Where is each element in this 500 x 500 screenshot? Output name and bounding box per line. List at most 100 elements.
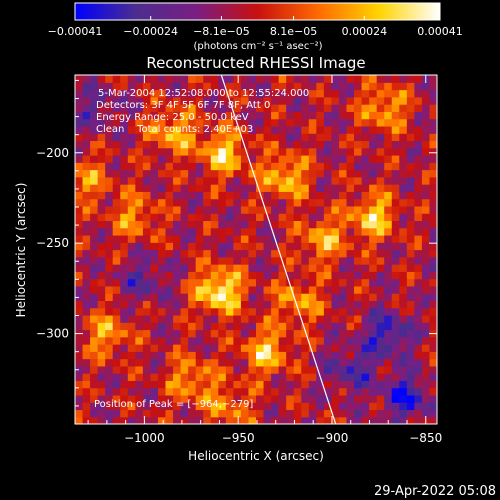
heatmap-cell	[369, 285, 378, 294]
heatmap-cell	[105, 220, 114, 229]
heatmap-cell	[256, 184, 265, 192]
heatmap-cell	[263, 307, 272, 316]
heatmap-cell	[399, 191, 408, 200]
heatmap-cell	[218, 380, 227, 389]
heatmap-cell	[97, 205, 106, 214]
heatmap-cell	[338, 264, 348, 272]
heatmap-cell	[376, 416, 385, 424]
heatmap-cell	[127, 314, 136, 323]
heatmap-cell	[112, 278, 121, 287]
heatmap-cell	[429, 198, 437, 207]
heatmap-cell	[271, 104, 280, 112]
heatmap-cell	[286, 249, 295, 258]
heatmap-cell	[414, 169, 423, 178]
heatmap-cell	[142, 351, 152, 360]
heatmap-cell	[97, 365, 106, 374]
heatmap-cell	[157, 220, 167, 229]
heatmap-cell	[90, 351, 99, 360]
heatmap-cell	[391, 373, 400, 381]
heatmap-cell	[112, 213, 121, 222]
heatmap-cell	[240, 380, 250, 389]
heatmap-cell	[127, 227, 136, 236]
heatmap-cell	[354, 336, 363, 345]
heatmap-cell	[271, 249, 280, 258]
heatmap-cell	[278, 191, 287, 200]
heatmap-cell	[406, 89, 415, 98]
heatmap-cell	[278, 336, 287, 345]
heatmap-cell	[210, 75, 219, 83]
heatmap-cell	[331, 89, 340, 98]
heatmap-cell	[90, 394, 99, 403]
heatmap-cell	[127, 373, 136, 381]
heatmap-cell	[127, 169, 136, 178]
heatmap-cell	[406, 234, 415, 243]
y-tick-label: −250	[36, 236, 69, 250]
heatmap-cell	[112, 394, 121, 403]
heatmap-cell	[218, 344, 227, 352]
heatmap-cell	[286, 336, 295, 345]
heatmap-cell	[210, 307, 219, 316]
heatmap-cell	[278, 380, 287, 389]
heatmap-cell	[135, 358, 144, 367]
heatmap-cell	[278, 75, 287, 83]
heatmap-cell	[376, 111, 385, 120]
heatmap-cell	[97, 125, 106, 134]
heatmap-cell	[112, 162, 121, 171]
heatmap-cell	[271, 380, 280, 389]
heatmap-cell	[301, 256, 310, 265]
heatmap-cell	[331, 234, 340, 243]
heatmap-cell	[82, 387, 91, 396]
heatmap-cell	[346, 329, 355, 338]
heatmap-cell	[173, 198, 182, 207]
heatmap-cell	[165, 140, 174, 149]
heatmap-cell	[90, 336, 99, 345]
heatmap-cell	[308, 322, 317, 331]
heatmap-cell	[203, 380, 212, 389]
heatmap-cell	[112, 387, 121, 396]
heatmap-cell	[308, 256, 317, 265]
heatmap-cell	[120, 140, 129, 149]
heatmap-cell	[173, 89, 182, 98]
heatmap-cell	[286, 213, 295, 222]
heatmap-cell	[391, 365, 400, 374]
heatmap-cell	[256, 133, 265, 142]
heatmap-cell	[323, 402, 333, 411]
heatmap-cell	[173, 344, 182, 352]
heatmap-cell	[218, 111, 227, 120]
heatmap-cell	[293, 300, 302, 309]
heatmap-cell	[195, 293, 204, 301]
heatmap-cell	[195, 336, 204, 345]
heatmap-cell	[173, 387, 182, 396]
heatmap-cell	[188, 394, 197, 403]
heatmap-cell	[173, 394, 182, 403]
heatmap-cell	[338, 358, 348, 367]
heatmap-cell	[233, 409, 242, 418]
heatmap-cell	[301, 140, 310, 149]
heatmap-cell	[256, 198, 265, 207]
heatmap-cell	[376, 133, 385, 142]
heatmap-cell	[331, 118, 340, 127]
heatmap-cell	[354, 329, 363, 338]
heatmap-cell	[316, 394, 325, 403]
heatmap-cell	[391, 220, 400, 229]
colorbar-unit-label: (photons cm⁻² s⁻¹ asec⁻²)	[193, 41, 322, 52]
heatmap-cell	[142, 89, 152, 98]
heatmap-cell	[173, 176, 182, 185]
heatmap-cell	[157, 380, 167, 389]
heatmap-cell	[120, 322, 129, 331]
heatmap-cell	[157, 256, 167, 265]
heatmap-cell	[135, 111, 144, 120]
heatmap-cell	[165, 162, 174, 171]
heatmap-cell	[180, 329, 189, 338]
heatmap-cell	[203, 104, 212, 112]
heatmap-cell	[271, 242, 280, 251]
heatmap-cell	[406, 191, 415, 200]
heatmap-cell	[361, 227, 370, 236]
heatmap-cell	[293, 89, 302, 98]
heatmap-cell	[278, 104, 287, 112]
heatmap-cell	[316, 162, 325, 171]
heatmap-cell	[308, 336, 317, 345]
heatmap-cell	[323, 256, 333, 265]
heatmap-cell	[90, 89, 99, 98]
heatmap-cell	[142, 329, 152, 338]
